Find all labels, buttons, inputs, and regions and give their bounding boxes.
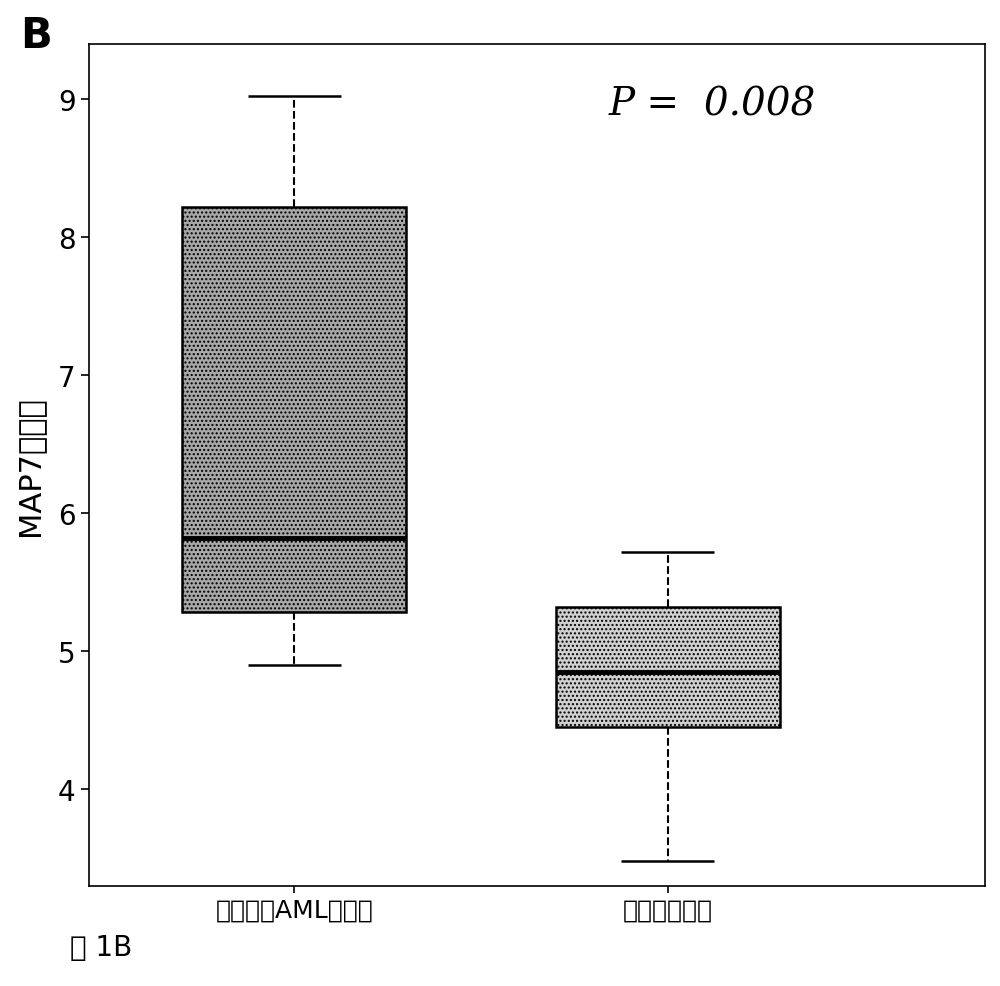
Y-axis label: MAP7的表达: MAP7的表达 — [15, 395, 44, 535]
Text: P =  0.008: P = 0.008 — [609, 87, 816, 123]
Bar — [182, 207, 406, 613]
Text: 图 1B: 图 1B — [70, 934, 132, 961]
Bar — [556, 607, 780, 728]
Text: B: B — [20, 15, 52, 57]
